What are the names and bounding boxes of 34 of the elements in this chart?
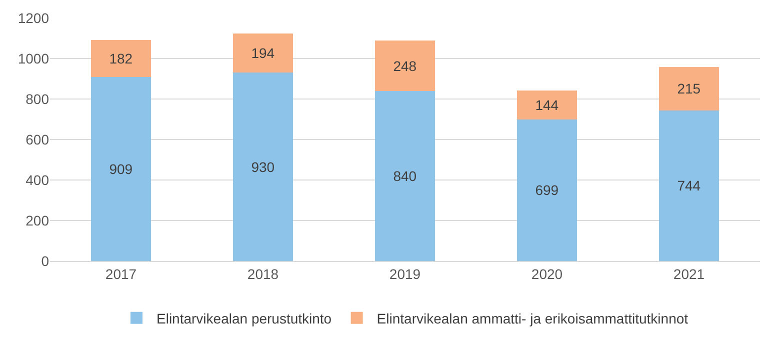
data-label: 909 bbox=[109, 160, 133, 177]
data-label: 144 bbox=[535, 96, 559, 113]
y-tick-label: 1200 bbox=[18, 10, 50, 26]
data-label: 699 bbox=[535, 182, 559, 198]
legend-label: Elintarvikealan perustutkinto bbox=[156, 310, 332, 326]
x-tick-label: 2018 bbox=[247, 266, 279, 282]
data-label: 744 bbox=[677, 178, 701, 194]
data-label: 182 bbox=[109, 50, 133, 66]
bar bbox=[517, 119, 577, 261]
data-label: 840 bbox=[393, 168, 417, 184]
y-tick-label: 600 bbox=[26, 131, 50, 148]
bar bbox=[517, 90, 577, 120]
bar bbox=[91, 40, 151, 77]
data-label: 215 bbox=[677, 80, 701, 97]
x-tick-label: 2020 bbox=[531, 266, 563, 282]
y-tick-label: 0 bbox=[41, 252, 50, 269]
y-tick-label: 1000 bbox=[18, 50, 50, 66]
legend-label: Elintarvikealan ammatti- ja erikoisammattitutkinnot bbox=[376, 310, 688, 326]
y-tick-label: 800 bbox=[26, 90, 50, 107]
y-tick-label: 400 bbox=[26, 172, 50, 188]
bar bbox=[375, 90, 435, 261]
y-tick-label: 200 bbox=[26, 212, 50, 228]
bar bbox=[233, 72, 293, 261]
bar bbox=[375, 40, 435, 91]
x-tick-label: 2019 bbox=[389, 266, 421, 282]
data-label: 248 bbox=[393, 58, 417, 74]
bar bbox=[659, 110, 719, 261]
bar bbox=[659, 66, 719, 110]
x-tick-label: 2017 bbox=[105, 266, 137, 282]
bar bbox=[91, 76, 151, 261]
bar bbox=[233, 33, 293, 73]
x-tick-label: 2021 bbox=[673, 266, 705, 282]
data-label: 930 bbox=[251, 158, 275, 175]
data-label: 194 bbox=[251, 45, 275, 62]
